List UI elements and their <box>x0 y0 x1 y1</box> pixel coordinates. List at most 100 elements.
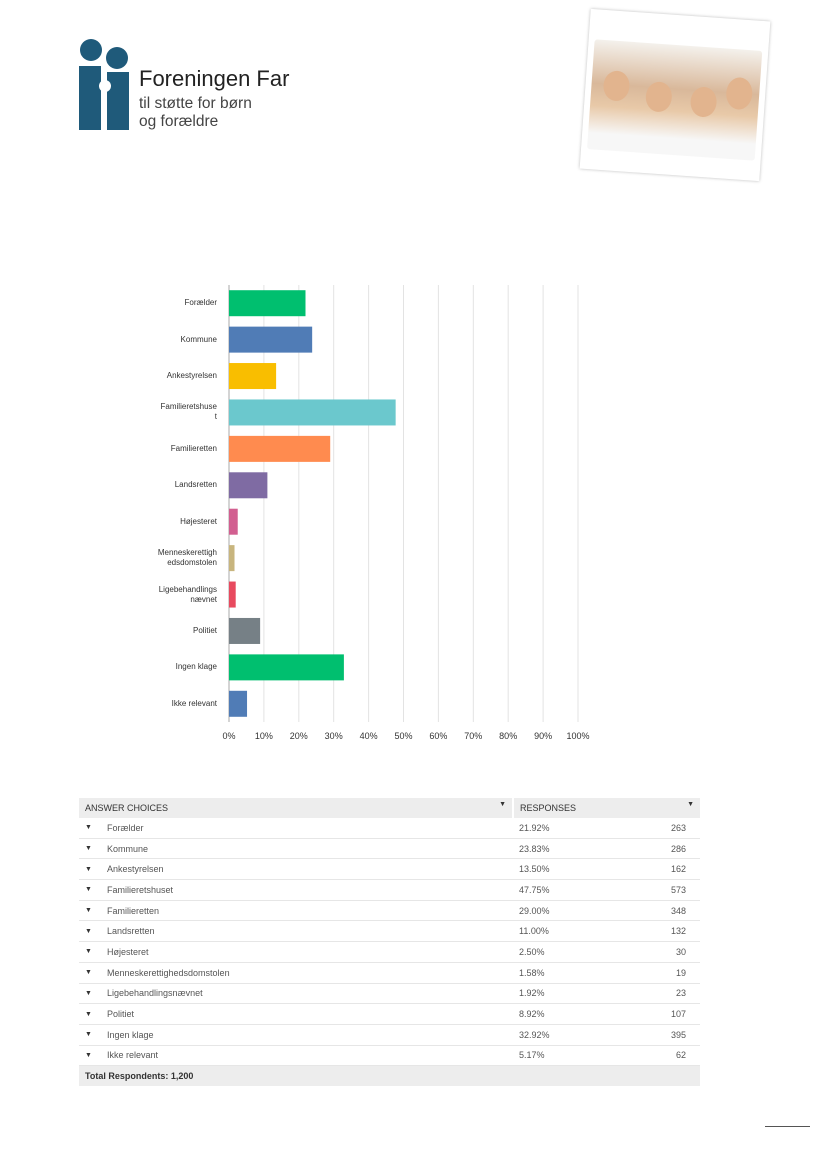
category-label-line: Menneskerettigh <box>157 548 217 558</box>
category-label: Familieretshuse t <box>127 402 217 422</box>
response-percent: 23.83% <box>513 838 616 860</box>
response-percent: 21.92% <box>513 818 616 839</box>
response-count: 573 <box>615 879 700 901</box>
response-percent: 8.92% <box>513 1003 616 1025</box>
table-row: ▼ Ikke relevant 5.17% 62 <box>79 1045 700 1067</box>
response-count: 162 <box>615 858 700 881</box>
answer-choice: Menneskerettighedsdomstolen <box>101 962 513 984</box>
response-count: 19 <box>615 962 700 984</box>
expand-icon[interactable]: ▼ <box>79 879 101 901</box>
total-respondents: Total Respondents: 1,200 <box>79 1065 700 1086</box>
expand-icon[interactable]: ▼ <box>79 838 101 860</box>
bar-3 <box>229 399 396 426</box>
header-responses[interactable]: RESPONSES ▼ <box>512 798 700 818</box>
category-label-line: Forælder <box>184 298 217 308</box>
answer-choice: Ingen klage <box>101 1024 513 1046</box>
table-row: ▼ Politiet 8.92% 107 <box>79 1003 700 1025</box>
bar-1 <box>229 326 313 353</box>
answer-choice: Ankestyrelsen <box>101 858 513 881</box>
response-count: 62 <box>615 1045 700 1067</box>
response-percent: 1.92% <box>513 983 616 1005</box>
x-tick-label: 50% <box>394 731 413 741</box>
table-row: ▼ Menneskerettighedsdomstolen 1.58% 19 <box>79 962 700 984</box>
response-percent: 2.50% <box>513 941 616 963</box>
table-row: ▼ Ingen klage 32.92% 395 <box>79 1024 700 1046</box>
table-row: ▼ Forælder 21.92% 263 <box>79 818 700 839</box>
category-label: Ankestyrelsen <box>127 371 217 381</box>
x-tick-label: 70% <box>464 731 483 741</box>
bar-8 <box>229 581 236 608</box>
table-row: ▼ Landsretten 11.00% 132 <box>79 920 700 943</box>
bar-11 <box>229 690 248 717</box>
response-percent: 5.17% <box>513 1045 616 1067</box>
bar-0 <box>229 290 306 317</box>
expand-icon[interactable]: ▼ <box>79 920 101 943</box>
expand-icon[interactable]: ▼ <box>79 983 101 1005</box>
answer-choice: Kommune <box>101 838 513 860</box>
bar-6 <box>229 508 238 535</box>
table-row: ▼ Højesteret 2.50% 30 <box>79 941 700 963</box>
category-label-line: Ankestyrelsen <box>166 371 217 381</box>
bar-chart <box>228 285 579 722</box>
sort-icon[interactable]: ▼ <box>499 801 506 808</box>
category-label-line: Ingen klage <box>175 662 217 672</box>
x-tick-label: 0% <box>222 731 236 741</box>
response-count: 263 <box>615 818 700 839</box>
category-label: Ligebehandlings nævnet <box>127 585 217 605</box>
bar-7 <box>229 545 235 572</box>
bar-2 <box>229 363 277 390</box>
table-row: ▼ Familieretten 29.00% 348 <box>79 900 700 922</box>
expand-icon[interactable]: ▼ <box>79 818 101 839</box>
category-label-line: edsdomstolen <box>167 558 217 568</box>
answer-choice: Forælder <box>101 818 513 839</box>
category-label-line: t <box>214 412 217 422</box>
expand-icon[interactable]: ▼ <box>79 962 101 984</box>
bar-10 <box>229 654 344 681</box>
response-count: 23 <box>615 983 700 1005</box>
expand-icon[interactable]: ▼ <box>79 1003 101 1025</box>
category-label-line: nævnet <box>190 594 217 604</box>
expand-icon[interactable]: ▼ <box>79 900 101 922</box>
expand-icon[interactable]: ▼ <box>79 941 101 963</box>
response-percent: 1.58% <box>513 962 616 984</box>
x-tick-label: 20% <box>289 731 308 741</box>
header-answer-choices-label: ANSWER CHOICES <box>85 803 169 813</box>
category-label: Forælder <box>127 298 217 308</box>
answer-choice: Familieretten <box>101 900 513 922</box>
x-tick-label: 60% <box>429 731 448 741</box>
sort-icon[interactable]: ▼ <box>687 801 694 808</box>
category-label-line: Ligebehandlings <box>158 584 217 594</box>
bar-4 <box>229 435 331 462</box>
expand-icon[interactable]: ▼ <box>79 1024 101 1046</box>
logo-name: Foreningen Far <box>139 66 290 91</box>
logo-tagline: til støtte for børn og forældre <box>139 95 252 131</box>
x-tick-label: 30% <box>324 731 343 741</box>
answer-choice: Højesteret <box>101 941 513 963</box>
category-label-line: Landsretten <box>174 480 217 490</box>
x-tick-label: 40% <box>359 731 378 741</box>
header-answer-choices[interactable]: ANSWER CHOICES ▼ <box>79 798 513 818</box>
category-label-line: Højesteret <box>180 516 217 526</box>
x-tick-label: 10% <box>254 731 273 741</box>
response-count: 30 <box>615 941 700 963</box>
expand-icon[interactable]: ▼ <box>79 858 101 881</box>
table-row: ▼ Ligebehandlingsnævnet 1.92% 23 <box>79 983 700 1005</box>
answer-choice: Ikke relevant <box>101 1045 513 1067</box>
x-tick-label: 80% <box>499 731 518 741</box>
category-label-line: Kommune <box>180 334 217 344</box>
category-label: Ingen klage <box>127 662 217 672</box>
category-label: Menneskerettigh edsdomstolen <box>127 548 217 568</box>
category-label: Familieretten <box>127 444 217 454</box>
category-label: Landsretten <box>127 480 217 490</box>
responses-table: ANSWER CHOICES ▼ RESPONSES ▼ ▼ Forælder 21… <box>79 798 700 1086</box>
answer-choice: Politiet <box>101 1003 513 1025</box>
response-percent: 29.00% <box>513 900 616 922</box>
expand-icon[interactable]: ▼ <box>79 1045 101 1067</box>
response-percent: 32.92% <box>513 1024 616 1046</box>
response-percent: 13.50% <box>513 858 616 881</box>
category-label-line: Familieretshuse <box>160 402 217 412</box>
category-label: Politiet <box>127 626 217 636</box>
category-label: Kommune <box>127 335 217 345</box>
answer-choice: Familieretshuset <box>101 879 513 901</box>
